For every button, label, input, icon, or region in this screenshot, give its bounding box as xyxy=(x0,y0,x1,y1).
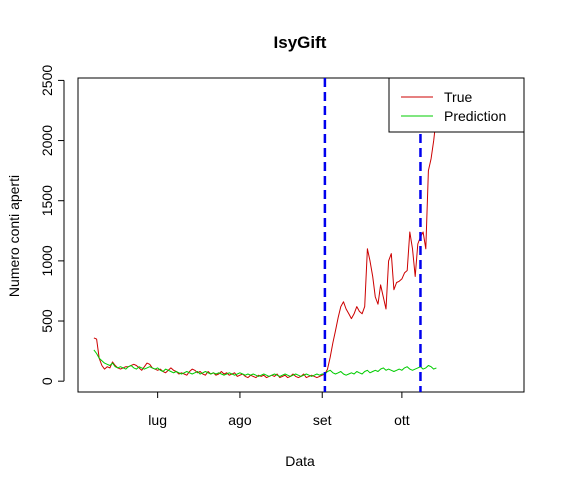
x-tick-label: ott xyxy=(394,412,410,428)
series-layer xyxy=(93,116,437,379)
y-axis-label: Numero conti aperti xyxy=(6,175,22,297)
chart-title: IsyGift xyxy=(274,33,327,52)
legend-label-prediction: Prediction xyxy=(444,108,506,124)
x-axis-label: Data xyxy=(285,453,315,469)
y-axis: 0 500 1000 1500 2000 2500 xyxy=(39,65,65,385)
y-tick-label: 0 xyxy=(39,377,55,385)
y-tick-label: 2500 xyxy=(39,65,55,96)
plot-frame xyxy=(77,77,525,393)
series-line-true xyxy=(93,116,437,379)
x-tick-label: lug xyxy=(148,412,167,428)
y-tick-label: 1500 xyxy=(39,185,55,216)
series-line-prediction xyxy=(93,349,437,377)
y-tick-label: 500 xyxy=(39,309,55,333)
legend-box xyxy=(388,77,525,133)
legend-label-true: True xyxy=(444,89,472,105)
y-tick-label: 2000 xyxy=(39,125,55,156)
x-tick-label: set xyxy=(313,412,332,428)
x-axis: lug ago set ott xyxy=(148,392,410,428)
reference-lines xyxy=(323,78,422,392)
legend: True Prediction xyxy=(388,77,525,133)
y-tick-label: 1000 xyxy=(39,245,55,276)
x-tick-label: ago xyxy=(228,412,252,428)
